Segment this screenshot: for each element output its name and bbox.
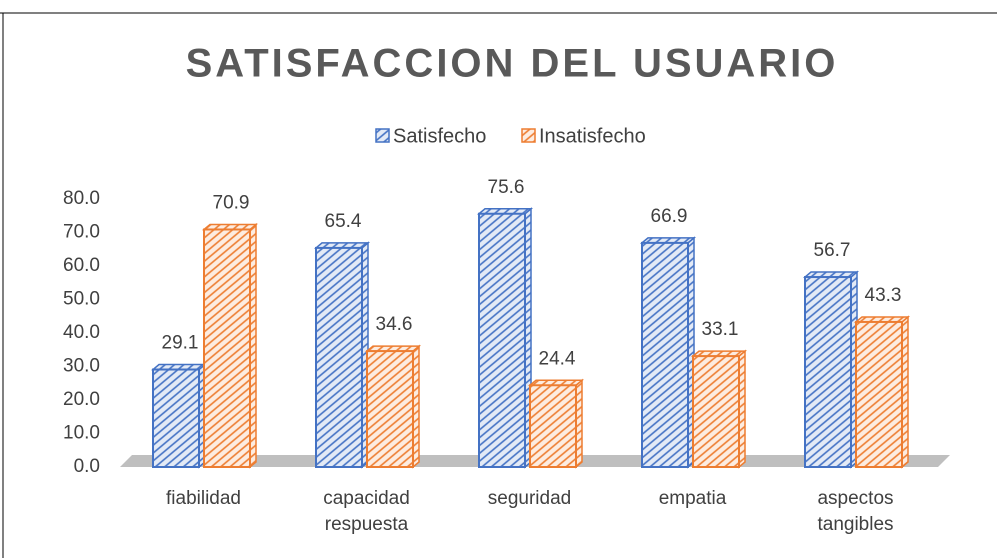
y-tick-label: 0.0 (74, 456, 100, 477)
bar (313, 241, 371, 469)
bar (853, 315, 911, 469)
x-tick-label: seguridad (487, 488, 572, 509)
bar-front (855, 320, 903, 468)
value-label: 65.4 (325, 211, 362, 232)
bar-front (315, 246, 363, 468)
bar-front (366, 350, 414, 468)
legend-swatch (375, 128, 390, 143)
bar (690, 349, 748, 469)
bar (364, 344, 422, 469)
bar (802, 270, 860, 469)
bar-front (692, 355, 740, 468)
y-tick-label: 80.0 (63, 188, 100, 209)
x-tick-label: aspectos tangibles (817, 488, 894, 535)
bar (639, 236, 697, 469)
value-label: 56.7 (814, 240, 851, 261)
legend-swatch (521, 128, 536, 143)
value-label: 24.4 (539, 348, 576, 369)
bar (150, 362, 208, 469)
value-label: 66.9 (651, 206, 688, 227)
value-label: 70.9 (213, 193, 250, 214)
bar-front (203, 228, 251, 468)
bar (476, 207, 534, 469)
y-tick-label: 40.0 (63, 322, 100, 343)
value-label: 34.6 (376, 314, 413, 335)
bar-front (152, 368, 200, 469)
value-label: 43.3 (865, 285, 902, 306)
y-tick-label: 20.0 (63, 389, 100, 410)
value-label: 33.1 (702, 319, 739, 340)
y-tick-label: 50.0 (63, 289, 100, 310)
x-tick-label: fiabilidad (166, 488, 241, 509)
legend-label: Satisfecho (393, 125, 486, 147)
y-tick-label: 60.0 (63, 255, 100, 276)
bar-front (529, 384, 577, 469)
chart-title: SATISFACCION DEL USUARIO (186, 42, 839, 86)
bar-front (641, 241, 689, 468)
y-tick-label: 70.0 (63, 222, 100, 243)
legend-label: Insatisfecho (539, 125, 646, 147)
bar-front (478, 212, 526, 468)
x-tick-label: capacidad respuesta (323, 488, 410, 535)
value-label: 75.6 (488, 177, 525, 198)
x-tick-label: empatia (658, 488, 727, 509)
y-tick-label: 30.0 (63, 356, 100, 377)
bar-front (804, 276, 852, 468)
bar (527, 378, 585, 469)
y-tick-label: 10.0 (63, 423, 100, 444)
bar (201, 222, 259, 469)
value-label: 29.1 (162, 333, 199, 354)
